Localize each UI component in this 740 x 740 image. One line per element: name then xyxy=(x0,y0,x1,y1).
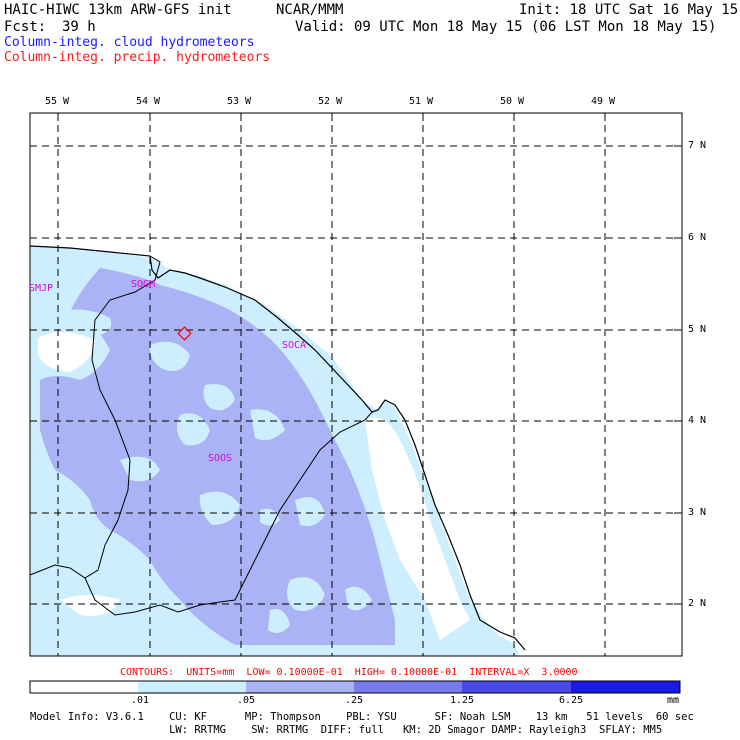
station-label: SOGM xyxy=(131,279,156,290)
lon-label: 53 W xyxy=(227,96,252,107)
cloud-field-medium xyxy=(40,268,395,645)
axis-ticks xyxy=(57,113,682,605)
lat-label: 4 N xyxy=(688,415,707,426)
map-frame xyxy=(29,112,683,657)
fcst-label: Fcst: xyxy=(4,19,47,35)
colorbar-tick: .01 xyxy=(131,695,150,706)
border-line xyxy=(29,255,161,579)
clear-area xyxy=(365,417,470,640)
cloud-field-light xyxy=(286,577,325,611)
clear-area xyxy=(60,595,120,616)
colorbar-tick: .05 xyxy=(237,695,256,706)
lat-label: 2 N xyxy=(688,598,707,609)
init-time: Init: 18 UTC Sat 16 May 15 xyxy=(519,2,739,18)
colorbar-tick: 1.25 xyxy=(450,695,475,706)
location-marker xyxy=(177,326,192,341)
cloud-field-light xyxy=(203,384,235,411)
title-left: HAIC-HIWC 13km ARW-GFS init xyxy=(4,2,232,18)
lon-label: 54 W xyxy=(136,96,161,107)
cloud-field-light xyxy=(149,341,190,371)
coastline xyxy=(29,245,526,651)
lon-label: 50 W xyxy=(500,96,525,107)
cloud-field-light xyxy=(250,409,285,441)
lat-label: 7 N xyxy=(688,140,707,151)
grid-lines xyxy=(30,113,682,656)
cloud-field-light xyxy=(40,499,75,536)
fcst-hours: 39 h xyxy=(62,19,96,35)
field-cloud-label: Column-integ. cloud hydrometeors xyxy=(4,35,255,50)
lon-label: 55 W xyxy=(45,96,70,107)
lat-label: 5 N xyxy=(688,324,707,335)
lat-label: 6 N xyxy=(688,232,707,243)
cloud-field-light xyxy=(295,497,325,527)
cloud-field-light xyxy=(345,586,372,611)
colorbar-tick: 6.25 xyxy=(559,695,584,706)
station-label: SOOS xyxy=(208,453,233,464)
lon-label: 49 W xyxy=(591,96,616,107)
lat-label: 3 N xyxy=(688,507,707,518)
org-label: NCAR/MMM xyxy=(276,2,344,18)
cloud-field-light xyxy=(199,491,240,525)
border-line xyxy=(84,411,373,616)
field-precip-label: Column-integ. precip. hydrometeors xyxy=(4,50,271,65)
station-label: SOCA xyxy=(282,340,307,351)
model-info-line2: LW: RRTMG SW: RRTMG DIFF: full KM: 2D Sm… xyxy=(30,724,663,736)
colorbar xyxy=(29,680,681,694)
valid-time: Valid: 09 UTC Mon 18 May 15 (06 LST Mon … xyxy=(295,19,717,35)
clear-area xyxy=(38,331,95,372)
colorbar-tick: .25 xyxy=(345,695,364,706)
contours-info: CONTOURS: UNITS=mm LOW= 0.10000E-01 HIGH… xyxy=(120,667,578,678)
lon-label: 52 W xyxy=(318,96,343,107)
station-label: SMJP xyxy=(29,283,54,294)
colorbar-units: mm xyxy=(667,695,680,706)
cloud-field-light xyxy=(268,609,290,634)
lon-label: 51 W xyxy=(409,96,434,107)
model-info-line1: Model Info: V3.6.1 CU: KF MP: Thompson P… xyxy=(30,711,694,723)
